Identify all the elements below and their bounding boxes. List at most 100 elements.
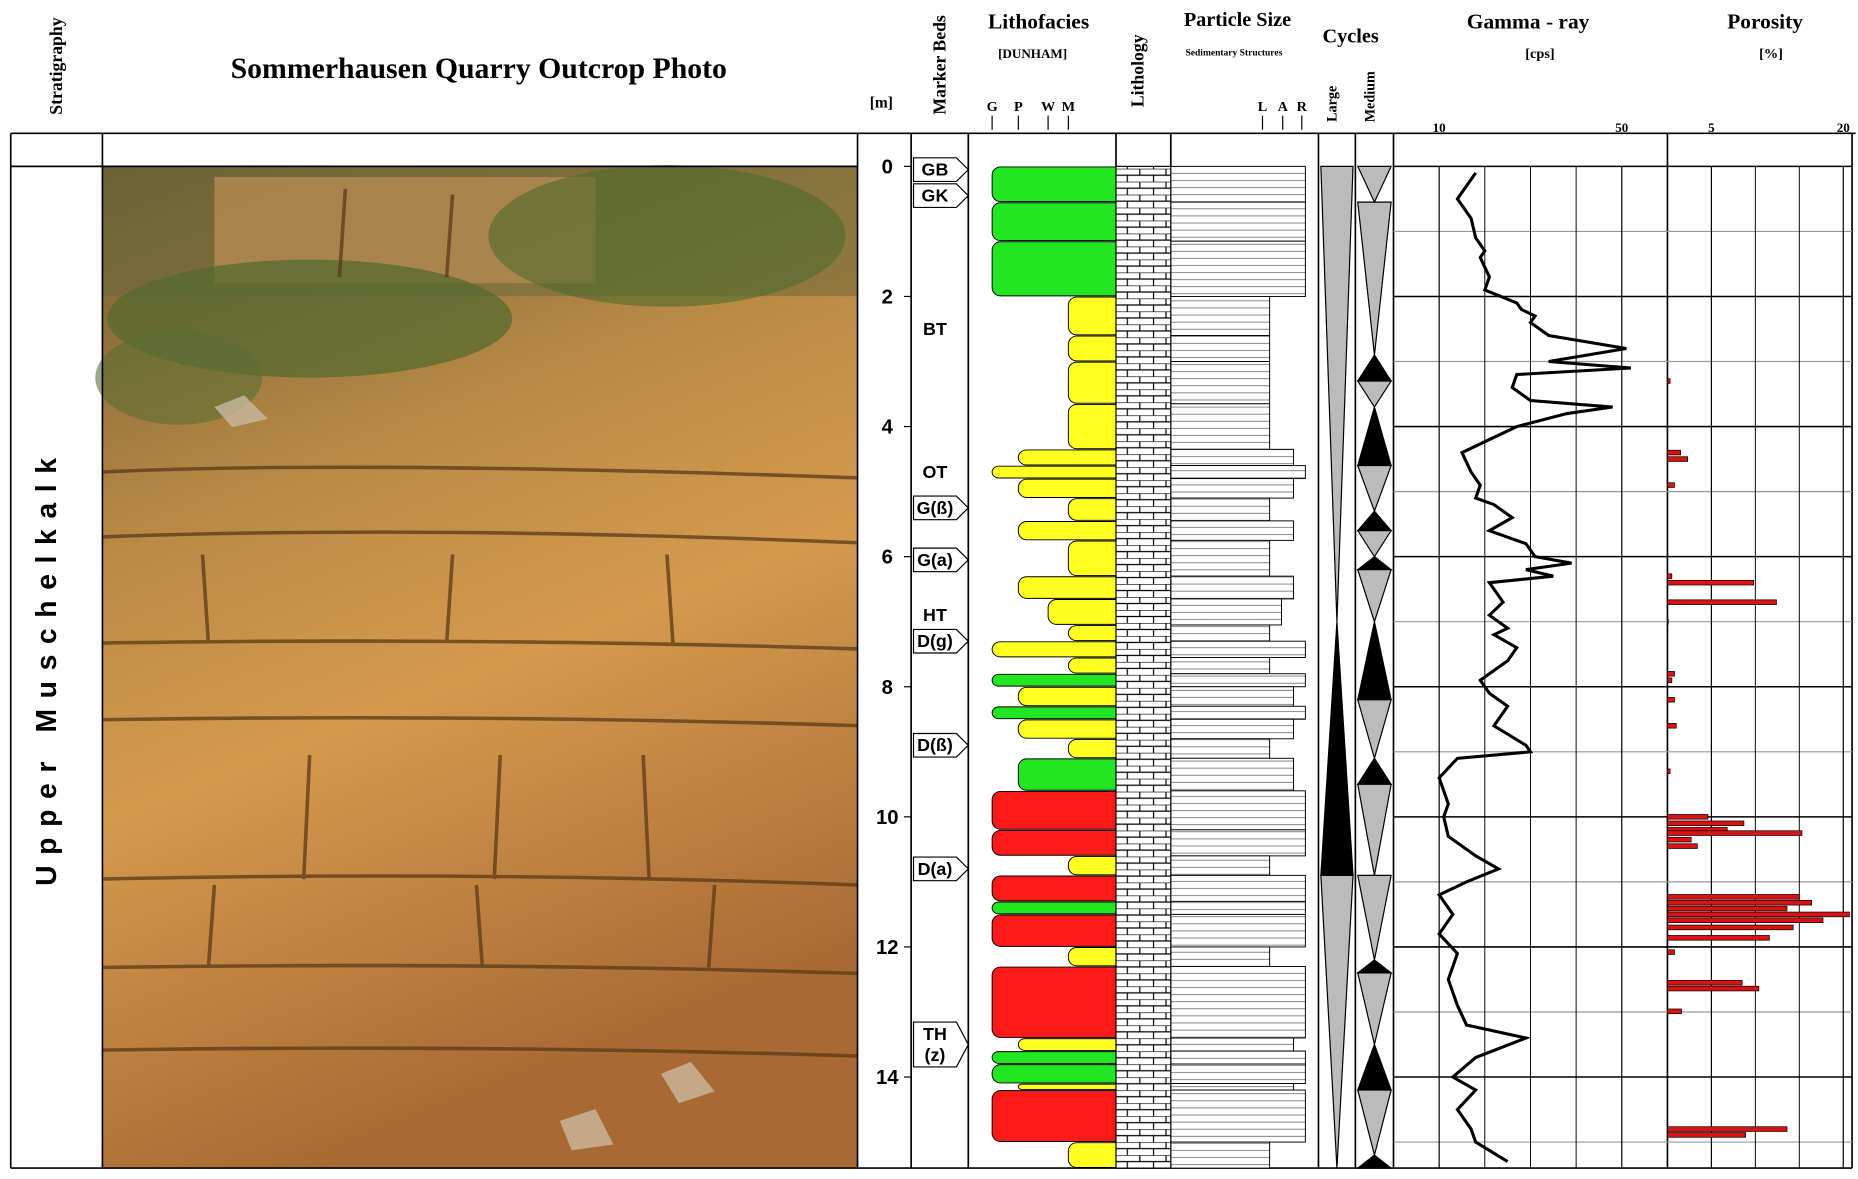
x-tick-label: 10	[1433, 120, 1447, 135]
particle-size-bed	[1171, 166, 1306, 202]
porosity-bar	[1667, 918, 1823, 923]
depth-tick-label: 8	[882, 677, 893, 699]
porosity-bar	[1667, 1127, 1787, 1132]
medium-cycle	[1358, 531, 1391, 557]
particle-size-bed	[1171, 657, 1270, 673]
lithology-header: Lithology	[1127, 34, 1147, 107]
depth-tick-label: 0	[882, 157, 893, 179]
stratigraphy-header: Stratigraphy	[46, 17, 66, 114]
porosity-bar	[1667, 1009, 1681, 1014]
particle-size-bed	[1171, 706, 1306, 719]
medium-cycle	[1358, 570, 1391, 622]
panel-unit: [%]	[1759, 46, 1783, 62]
particle-size-bed	[1171, 674, 1306, 687]
lithofacies-bed	[1018, 577, 1131, 599]
porosity-bar	[1667, 925, 1793, 930]
marker-bed-label: D(a)	[918, 859, 953, 879]
particle-size-bed	[1171, 202, 1306, 241]
gamma-ray-curve	[1439, 173, 1631, 1162]
sed-structures-header: Sedimentary Structures	[1186, 48, 1283, 58]
porosity-bar	[1667, 900, 1811, 905]
particle-size-bed	[1171, 830, 1306, 856]
particle-size-bed	[1171, 521, 1294, 541]
lithofacies-bed	[992, 791, 1131, 829]
porosity-bar	[1667, 600, 1776, 605]
marker-bed-label: D(g)	[917, 631, 953, 651]
particle-size-bed	[1171, 625, 1270, 641]
dunham-class-label: P	[1014, 99, 1023, 115]
stratigraphic-unit: Upper Muschelkalk	[31, 447, 63, 886]
particle-size-bed	[1171, 719, 1294, 739]
particle-class-label: A	[1278, 99, 1289, 115]
porosity-bar	[1667, 723, 1676, 728]
lithology-column	[1116, 166, 1171, 1168]
lithofacies-bed	[992, 876, 1131, 901]
medium-cycle	[1358, 622, 1391, 700]
marker-bed-label: G(ß)	[917, 498, 954, 518]
medium-cycle	[1358, 511, 1391, 531]
photo-title: Sommerhausen Quarry Outcrop Photo	[231, 53, 727, 85]
particle-size-bed	[1171, 966, 1306, 1038]
lithofacies-bed	[1018, 479, 1131, 497]
particle-size-bed	[1171, 856, 1270, 876]
marker-bed-label: TH	[923, 1024, 947, 1044]
particle-size-bed	[1171, 739, 1270, 759]
particle-size-bed	[1171, 914, 1306, 947]
cycles-header: Cycles	[1323, 26, 1379, 48]
marker-bed-label: D(ß)	[917, 735, 953, 755]
lithofacies-bed	[992, 902, 1131, 914]
lithofacies-bed	[992, 967, 1131, 1037]
x-tick-label: 20	[1837, 120, 1851, 135]
porosity-bar	[1667, 986, 1758, 991]
particle-size-bed	[1171, 758, 1294, 791]
medium-cycle	[1358, 466, 1391, 512]
porosity-bar	[1667, 821, 1743, 826]
lithofacies-bed	[992, 707, 1131, 719]
lithofacies-header: Lithofacies	[988, 9, 1089, 33]
particle-size-bed	[1171, 791, 1306, 830]
particle-class-label: R	[1297, 99, 1308, 115]
dunham-header: [DUNHAM]	[998, 46, 1067, 61]
particle-size-bed	[1171, 1090, 1306, 1142]
dunham-class-label: W	[1041, 99, 1055, 115]
particle-size-bed	[1171, 901, 1306, 914]
porosity-bar	[1667, 580, 1753, 585]
medium-cycle	[1358, 557, 1391, 570]
particle-size-bed	[1171, 641, 1306, 657]
porosity-bar	[1667, 980, 1742, 985]
medium-cycle	[1358, 784, 1391, 875]
cycle-class-label: Medium	[1362, 71, 1378, 122]
lithofacies-bed	[992, 167, 1131, 202]
particle-size-bed	[1171, 241, 1306, 296]
porosity-bar	[1667, 671, 1674, 676]
medium-cycle	[1358, 202, 1391, 355]
particle-size-bed	[1171, 540, 1270, 576]
particle-size-bed	[1171, 1084, 1294, 1091]
particle-size-bed	[1171, 1142, 1270, 1168]
particle-size-bed	[1171, 466, 1306, 479]
lithofacies-bed	[992, 642, 1131, 657]
medium-cycle	[1358, 973, 1391, 1045]
porosity-bar	[1667, 831, 1802, 836]
medium-cycle	[1358, 355, 1391, 381]
particle-size-bed	[1171, 1038, 1294, 1051]
particle-size-bed	[1171, 335, 1270, 361]
particle-size-bed	[1171, 296, 1270, 335]
porosity-bar	[1667, 450, 1680, 455]
lithofacies-bed	[1018, 720, 1131, 738]
porosity-bar	[1667, 1133, 1745, 1138]
lithofacies-bed	[1018, 450, 1131, 465]
depth-unit: [m]	[870, 94, 893, 111]
porosity-bar	[1667, 379, 1670, 384]
particle-size-bed	[1171, 947, 1270, 967]
porosity-bar	[1667, 950, 1674, 955]
particle-size-header: Particle Size	[1184, 9, 1291, 31]
particle-size-bed	[1171, 404, 1270, 450]
depth-tick-label: 2	[882, 287, 893, 309]
porosity-bar	[1667, 457, 1687, 462]
lithofacies-bed	[992, 1091, 1131, 1142]
porosity-bar	[1667, 697, 1674, 702]
porosity-bar	[1667, 619, 1668, 624]
marker-bed-label: GB	[922, 160, 949, 180]
large-cycle	[1321, 166, 1353, 621]
